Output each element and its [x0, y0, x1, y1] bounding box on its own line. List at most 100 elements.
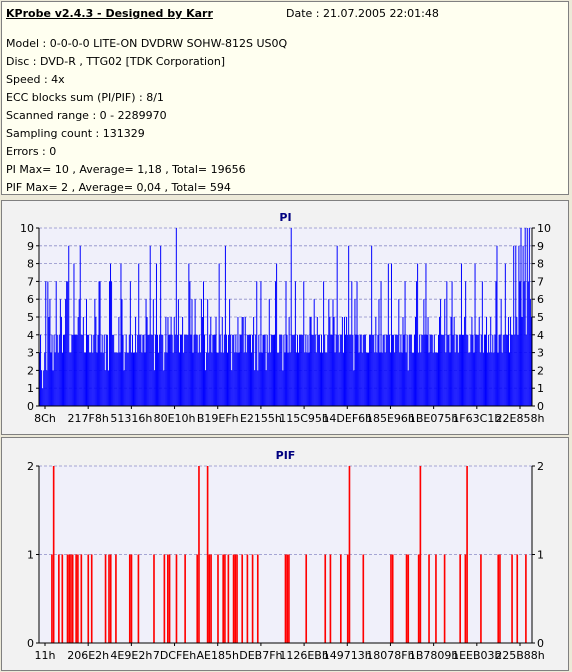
- bar: [270, 334, 272, 406]
- bar: [404, 281, 406, 406]
- bar: [54, 352, 56, 406]
- bar: [220, 352, 222, 406]
- bar: [342, 352, 344, 406]
- bar: [152, 299, 154, 406]
- bar: [254, 370, 256, 406]
- bar: [105, 334, 107, 406]
- bar: [209, 334, 211, 406]
- bar: [118, 317, 120, 406]
- bar: [272, 334, 274, 406]
- bar: [205, 370, 207, 406]
- bar: [422, 334, 424, 406]
- bar: [75, 334, 77, 406]
- bar: [163, 554, 166, 643]
- x-tick-label: 11h: [35, 649, 56, 662]
- x-tick-label: 115C95h: [279, 412, 329, 425]
- x-tick-label: 1126EBh: [279, 649, 328, 662]
- bar: [208, 554, 211, 643]
- bar: [59, 299, 61, 406]
- bar: [217, 554, 219, 643]
- bar: [356, 281, 358, 406]
- bar: [187, 334, 189, 406]
- bar: [506, 334, 508, 406]
- bar: [180, 334, 181, 406]
- bar: [243, 352, 245, 406]
- bar: [51, 554, 53, 643]
- bar: [199, 352, 201, 406]
- bar: [511, 554, 513, 643]
- bar: [212, 334, 214, 406]
- bar: [151, 334, 153, 406]
- bar: [314, 334, 316, 406]
- bar: [71, 334, 73, 406]
- bar: [516, 317, 518, 406]
- bar: [45, 281, 47, 406]
- x-tick-label: 1B7809h: [409, 649, 459, 662]
- bar: [416, 281, 418, 406]
- bar: [351, 281, 353, 406]
- bar: [316, 317, 318, 406]
- y-tick-label-right: 0: [537, 637, 544, 650]
- bar: [449, 352, 451, 406]
- bar: [55, 281, 57, 406]
- bar: [261, 352, 263, 406]
- bar: [145, 299, 147, 406]
- bar: [196, 554, 199, 643]
- bar: [339, 554, 342, 643]
- bar: [128, 554, 131, 643]
- bar: [515, 245, 517, 406]
- bar: [129, 281, 131, 406]
- bar: [395, 334, 397, 406]
- bar: [474, 263, 476, 406]
- bar: [365, 352, 367, 406]
- y-tick-label-right: 4: [537, 329, 544, 342]
- bar: [115, 352, 117, 406]
- bar: [182, 317, 184, 406]
- bar: [410, 334, 412, 406]
- bar: [417, 263, 419, 406]
- bar: [409, 334, 411, 406]
- bar: [478, 317, 480, 406]
- bar: [527, 281, 529, 406]
- bar: [511, 334, 513, 406]
- bar: [413, 334, 415, 406]
- bar: [239, 334, 241, 406]
- bar: [312, 334, 314, 406]
- bar: [370, 334, 372, 406]
- bar: [173, 317, 175, 406]
- bar: [233, 334, 235, 406]
- bar: [507, 317, 509, 406]
- bar: [53, 334, 55, 406]
- bar: [298, 352, 300, 406]
- bar: [447, 334, 449, 406]
- bar: [286, 334, 288, 406]
- bar: [324, 334, 326, 406]
- bar: [96, 352, 98, 406]
- bar: [251, 352, 253, 406]
- bar: [255, 334, 257, 406]
- y-tick-label-left: 4: [27, 329, 34, 342]
- bar: [391, 554, 394, 643]
- bar: [257, 370, 259, 406]
- bar: [116, 352, 118, 406]
- bar: [387, 263, 389, 406]
- x-tick-label: 8Ch: [34, 412, 56, 425]
- info-panel: KProbe v2.4.3 - Designed by Karr Date : …: [1, 1, 569, 195]
- info-disc: Disc : DVD-R , TTG02 [TDK Corporation]: [6, 55, 226, 68]
- bar: [123, 370, 125, 406]
- bar: [214, 334, 216, 406]
- bar: [46, 370, 48, 406]
- bar: [66, 554, 69, 643]
- bar: [321, 334, 322, 406]
- x-tick-label: 4E9E2h: [110, 649, 152, 662]
- bar: [465, 281, 467, 406]
- bar: [524, 228, 526, 406]
- bar: [58, 554, 60, 643]
- bar: [334, 352, 336, 406]
- bar: [497, 352, 499, 406]
- bar: [138, 263, 140, 406]
- bar: [401, 352, 403, 406]
- y-tick-label-right: 1: [537, 382, 544, 395]
- bar: [514, 334, 516, 406]
- bar: [529, 299, 531, 406]
